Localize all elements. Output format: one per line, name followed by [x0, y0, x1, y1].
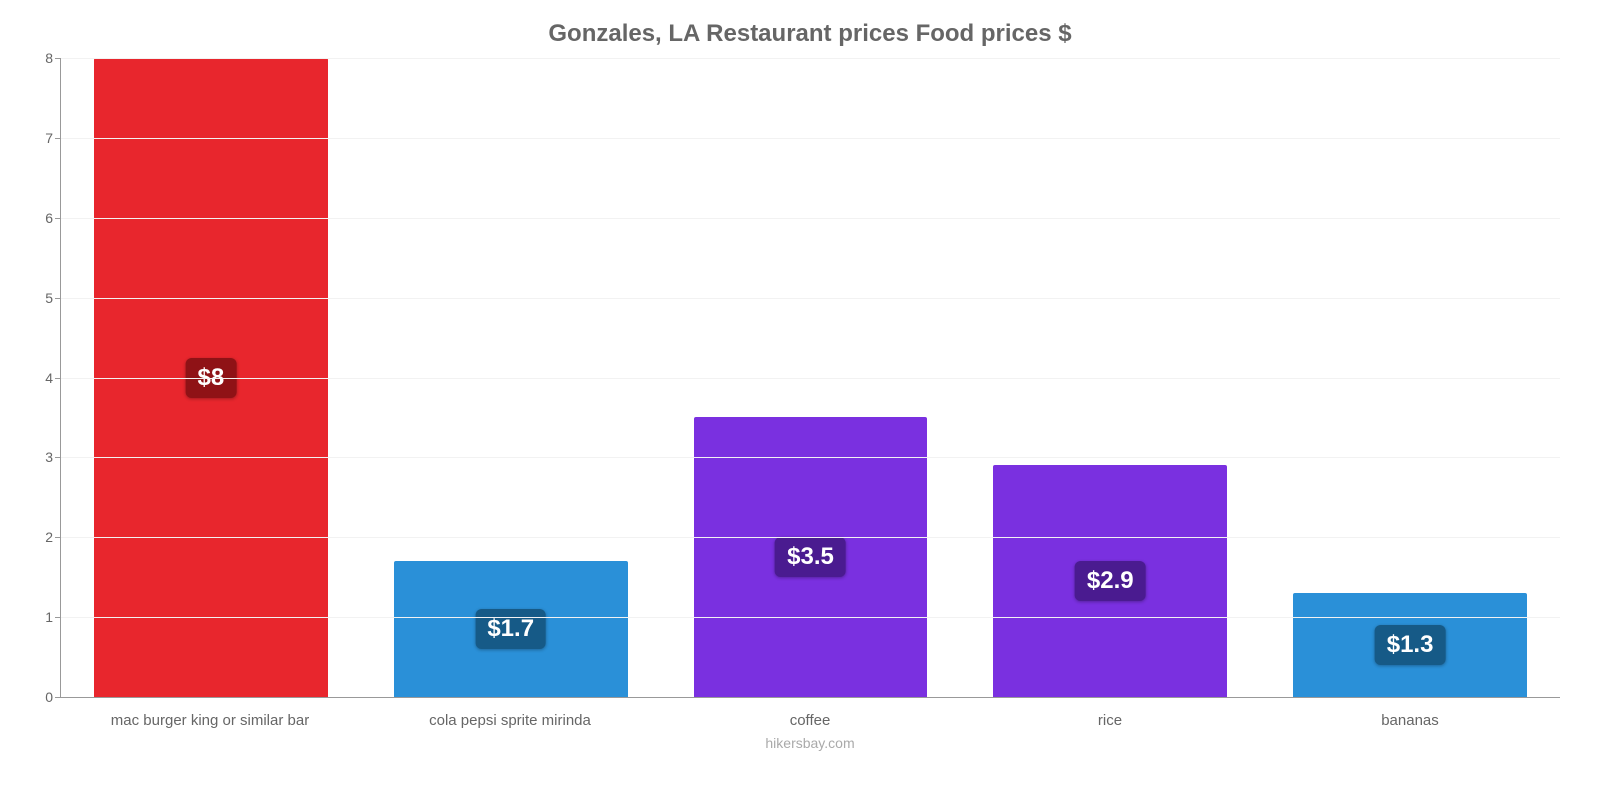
gridline — [61, 617, 1560, 618]
gridline — [61, 138, 1560, 139]
gridline — [61, 218, 1560, 219]
gridline — [61, 378, 1560, 379]
ytick-label: 4 — [33, 370, 53, 386]
x-axis-label: bananas — [1260, 712, 1560, 729]
x-axis-labels: mac burger king or similar barcola pepsi… — [60, 712, 1560, 729]
x-axis-label: cola pepsi sprite mirinda — [360, 712, 660, 729]
ytick-mark — [55, 537, 61, 538]
ytick-mark — [55, 378, 61, 379]
attribution-text: hikersbay.com — [60, 735, 1560, 751]
bar: $2.9 — [993, 465, 1227, 697]
plot-area: $8$1.7$3.5$2.9$1.3 012345678 — [60, 58, 1560, 698]
ytick-mark — [55, 617, 61, 618]
gridline — [61, 298, 1560, 299]
bar-value-label: $1.7 — [475, 609, 546, 649]
ytick-mark — [55, 138, 61, 139]
bar: $1.3 — [1293, 593, 1527, 697]
ytick-label: 1 — [33, 609, 53, 625]
ytick-label: 5 — [33, 290, 53, 306]
ytick-label: 2 — [33, 529, 53, 545]
ytick-mark — [55, 697, 61, 698]
ytick-label: 0 — [33, 689, 53, 705]
bar: $3.5 — [694, 417, 928, 697]
gridline — [61, 457, 1560, 458]
chart-title: Gonzales, LA Restaurant prices Food pric… — [60, 20, 1560, 48]
ytick-label: 6 — [33, 210, 53, 226]
bar-value-label: $3.5 — [775, 537, 846, 577]
x-axis-label: rice — [960, 712, 1260, 729]
ytick-mark — [55, 58, 61, 59]
bar-value-label: $2.9 — [1075, 561, 1146, 601]
ytick-label: 3 — [33, 449, 53, 465]
bar: $1.7 — [394, 561, 628, 697]
ytick-mark — [55, 457, 61, 458]
x-axis-label: coffee — [660, 712, 960, 729]
x-axis-label: mac burger king or similar bar — [60, 712, 360, 729]
gridline — [61, 58, 1560, 59]
ytick-mark — [55, 218, 61, 219]
chart-container: Gonzales, LA Restaurant prices Food pric… — [0, 0, 1600, 800]
ytick-mark — [55, 298, 61, 299]
ytick-label: 8 — [33, 50, 53, 66]
bar-value-label: $1.3 — [1375, 625, 1446, 665]
ytick-label: 7 — [33, 130, 53, 146]
gridline — [61, 537, 1560, 538]
